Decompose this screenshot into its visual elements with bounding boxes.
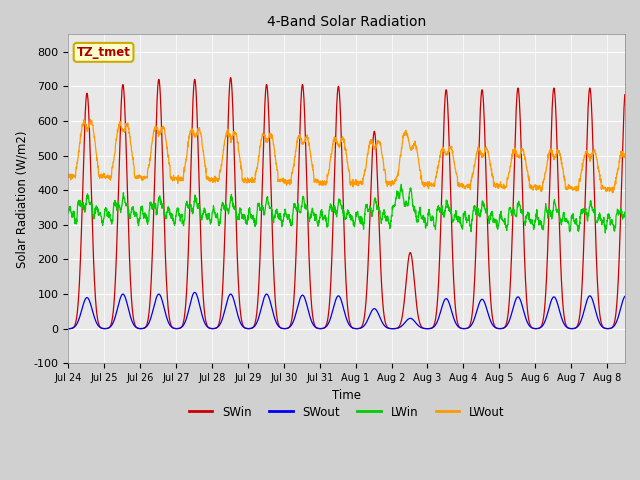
LWout (350, 180, 358, 185)
LWin (350, 219, 358, 225)
SWout (97, 325, 105, 331)
SWout (350, 325, 358, 331)
LWout (536, 184, 543, 190)
SWin (413, 305, 421, 311)
SWin (65, 326, 72, 332)
LWout (609, 190, 616, 196)
LWout (413, 148, 421, 154)
Legend: SWin, SWout, LWin, LWout: SWin, SWout, LWin, LWout (184, 401, 509, 423)
LWout (86, 117, 94, 122)
Y-axis label: Solar Radiation (W/m2): Solar Radiation (W/m2) (15, 130, 28, 268)
LWin (621, 209, 628, 215)
SWout (536, 325, 543, 331)
LWin (602, 230, 609, 236)
LWin (430, 222, 438, 228)
LWin (97, 213, 105, 218)
Line: SWout: SWout (68, 292, 625, 329)
SWout (191, 289, 198, 295)
LWin (65, 209, 72, 215)
SWin (430, 323, 438, 328)
LWout (430, 182, 438, 188)
SWout (602, 325, 609, 331)
LWout (65, 172, 72, 178)
Line: SWin: SWin (68, 78, 625, 329)
SWin (536, 325, 543, 331)
LWin (536, 217, 543, 223)
Text: TZ_tmet: TZ_tmet (77, 46, 131, 59)
LWin (413, 219, 421, 225)
SWout (65, 326, 72, 332)
X-axis label: Time: Time (332, 389, 361, 402)
SWin (602, 325, 609, 331)
SWin (227, 75, 234, 81)
LWin (602, 226, 610, 231)
LWout (621, 154, 628, 160)
SWout (621, 294, 628, 300)
Title: 4-Band Solar Radiation: 4-Band Solar Radiation (267, 15, 426, 29)
SWout (430, 324, 438, 330)
SWin (621, 92, 628, 97)
LWout (97, 173, 105, 179)
Line: LWout: LWout (68, 120, 625, 193)
SWout (413, 321, 421, 327)
SWin (97, 325, 105, 331)
LWout (602, 187, 609, 193)
Line: LWin: LWin (68, 184, 625, 233)
SWin (350, 325, 358, 331)
LWin (397, 181, 405, 187)
